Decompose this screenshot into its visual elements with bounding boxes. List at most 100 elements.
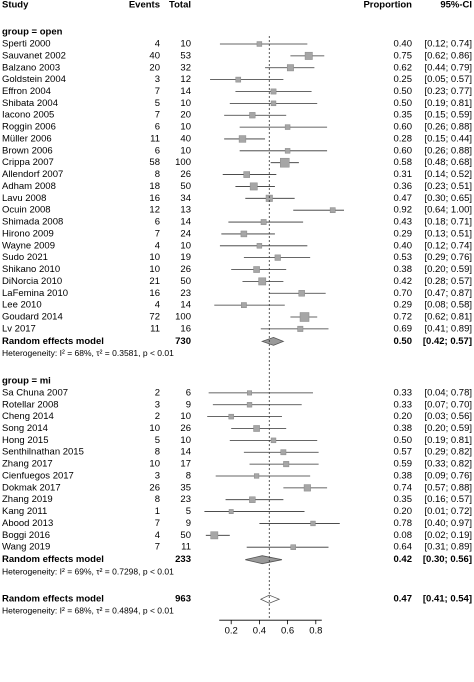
x-tick-label: 0.2 [225, 626, 238, 637]
ci: [0.28; 0.57] [424, 276, 472, 287]
total: 13 [180, 205, 191, 216]
study-marker [240, 230, 248, 238]
events: 5 [155, 98, 160, 109]
proportion: 0.92 [394, 205, 413, 216]
study-name: Kang 2011 [2, 506, 47, 517]
proportion: 0.78 [394, 518, 413, 529]
proportion: 0.20 [394, 411, 413, 422]
proportion: 0.50 [394, 435, 413, 446]
pooled-diamond [261, 336, 285, 346]
ci: [0.01; 0.72] [424, 506, 472, 517]
ci: [0.15; 0.44] [424, 133, 472, 144]
total: 10 [180, 240, 191, 251]
total: 100 [175, 157, 191, 168]
events: 10 [149, 252, 160, 263]
study-name: Lee 2010 [2, 300, 42, 311]
col-header: Proportion [363, 0, 412, 11]
events: 11 [150, 323, 160, 334]
ci: [0.20; 0.59] [424, 423, 472, 434]
ci: [0.48; 0.68] [424, 157, 472, 168]
col-header: Study [2, 0, 29, 11]
study-name: Lavu 2008 [2, 193, 46, 204]
x-tick-label: 0.6 [281, 626, 294, 637]
proportion: 0.43 [394, 217, 413, 228]
study-name: Hong 2015 [2, 435, 48, 446]
study-name: Random effects model [2, 594, 104, 605]
total: 50 [180, 181, 191, 192]
ci: [0.15; 0.59] [424, 110, 472, 121]
study-marker [270, 88, 277, 95]
proportion: 0.33 [394, 399, 413, 410]
study-marker [286, 64, 294, 72]
total: 23 [180, 288, 191, 299]
proportion: 0.60 [394, 145, 413, 156]
ci: [0.23; 0.77] [424, 86, 472, 97]
proportion: 0.36 [394, 181, 413, 192]
total: 6 [186, 387, 191, 398]
study-name: LaFemina 2010 [2, 288, 68, 299]
study-marker [238, 135, 247, 143]
events: 7 [155, 86, 160, 97]
heterogeneity: Heterogeneity: I² = 69%, τ² = 0.7298, p … [2, 566, 174, 576]
study-name: Sudo 2021 [2, 252, 48, 263]
events: 6 [155, 217, 160, 228]
total: 34 [180, 193, 191, 204]
total: 16 [180, 323, 191, 334]
events: 4 [155, 240, 160, 251]
study-marker [243, 171, 250, 178]
events: 6 [155, 122, 160, 133]
study-name: Cheng 2014 [2, 411, 54, 422]
events: 2 [155, 387, 160, 398]
study-marker [228, 509, 234, 515]
events: 16 [149, 288, 160, 299]
proportion: 0.64 [394, 542, 413, 553]
total: 26 [180, 423, 191, 434]
proportion: 0.53 [394, 252, 413, 263]
total: 24 [180, 228, 191, 239]
study-name: Cienfuegos 2017 [2, 470, 74, 481]
proportion: 0.74 [394, 482, 413, 493]
proportion: 0.28 [394, 133, 413, 144]
study-name: Sauvanet 2002 [2, 50, 66, 61]
col-header: Events [129, 0, 160, 11]
study-name: Effron 2004 [2, 86, 51, 97]
study-marker [270, 100, 277, 107]
ci: [0.20; 0.59] [424, 264, 472, 275]
proportion: 0.20 [394, 506, 413, 517]
study-marker [329, 207, 336, 214]
study-marker [299, 312, 310, 322]
total: 14 [180, 300, 191, 311]
x-tick-label: 0.4 [253, 626, 266, 637]
proportion: 0.50 [394, 336, 413, 347]
total: 233 [175, 554, 191, 565]
study-marker [310, 520, 316, 527]
study-marker [256, 243, 263, 249]
events: 72 [149, 312, 160, 323]
study-marker [304, 51, 313, 60]
total: 10 [180, 435, 191, 446]
heterogeneity: Heterogeneity: I² = 68%, τ² = 0.3581, p … [2, 348, 174, 358]
study-marker [253, 266, 260, 273]
ci: [0.29; 0.76] [424, 252, 472, 263]
events: 8 [155, 447, 160, 458]
study-marker [284, 124, 291, 130]
ci: [0.13; 0.51] [424, 228, 472, 239]
ci: [0.31; 0.89] [424, 542, 472, 553]
events: 7 [155, 518, 160, 529]
study-name: Abood 2013 [2, 518, 53, 529]
proportion: 0.38 [394, 423, 413, 434]
ci: [0.26; 0.88] [424, 122, 472, 133]
pooled-diamond [245, 555, 283, 565]
total: 5 [186, 506, 191, 517]
ci: [0.12; 0.74] [424, 240, 472, 251]
study-marker [280, 449, 287, 456]
proportion: 0.62 [394, 62, 413, 73]
events: 2 [155, 411, 160, 422]
study-marker [249, 496, 256, 503]
events: 3 [155, 470, 160, 481]
col-header: Total [169, 0, 191, 11]
study-marker [258, 277, 267, 286]
study-name: Brown 2006 [2, 145, 53, 156]
total: 53 [180, 50, 191, 61]
